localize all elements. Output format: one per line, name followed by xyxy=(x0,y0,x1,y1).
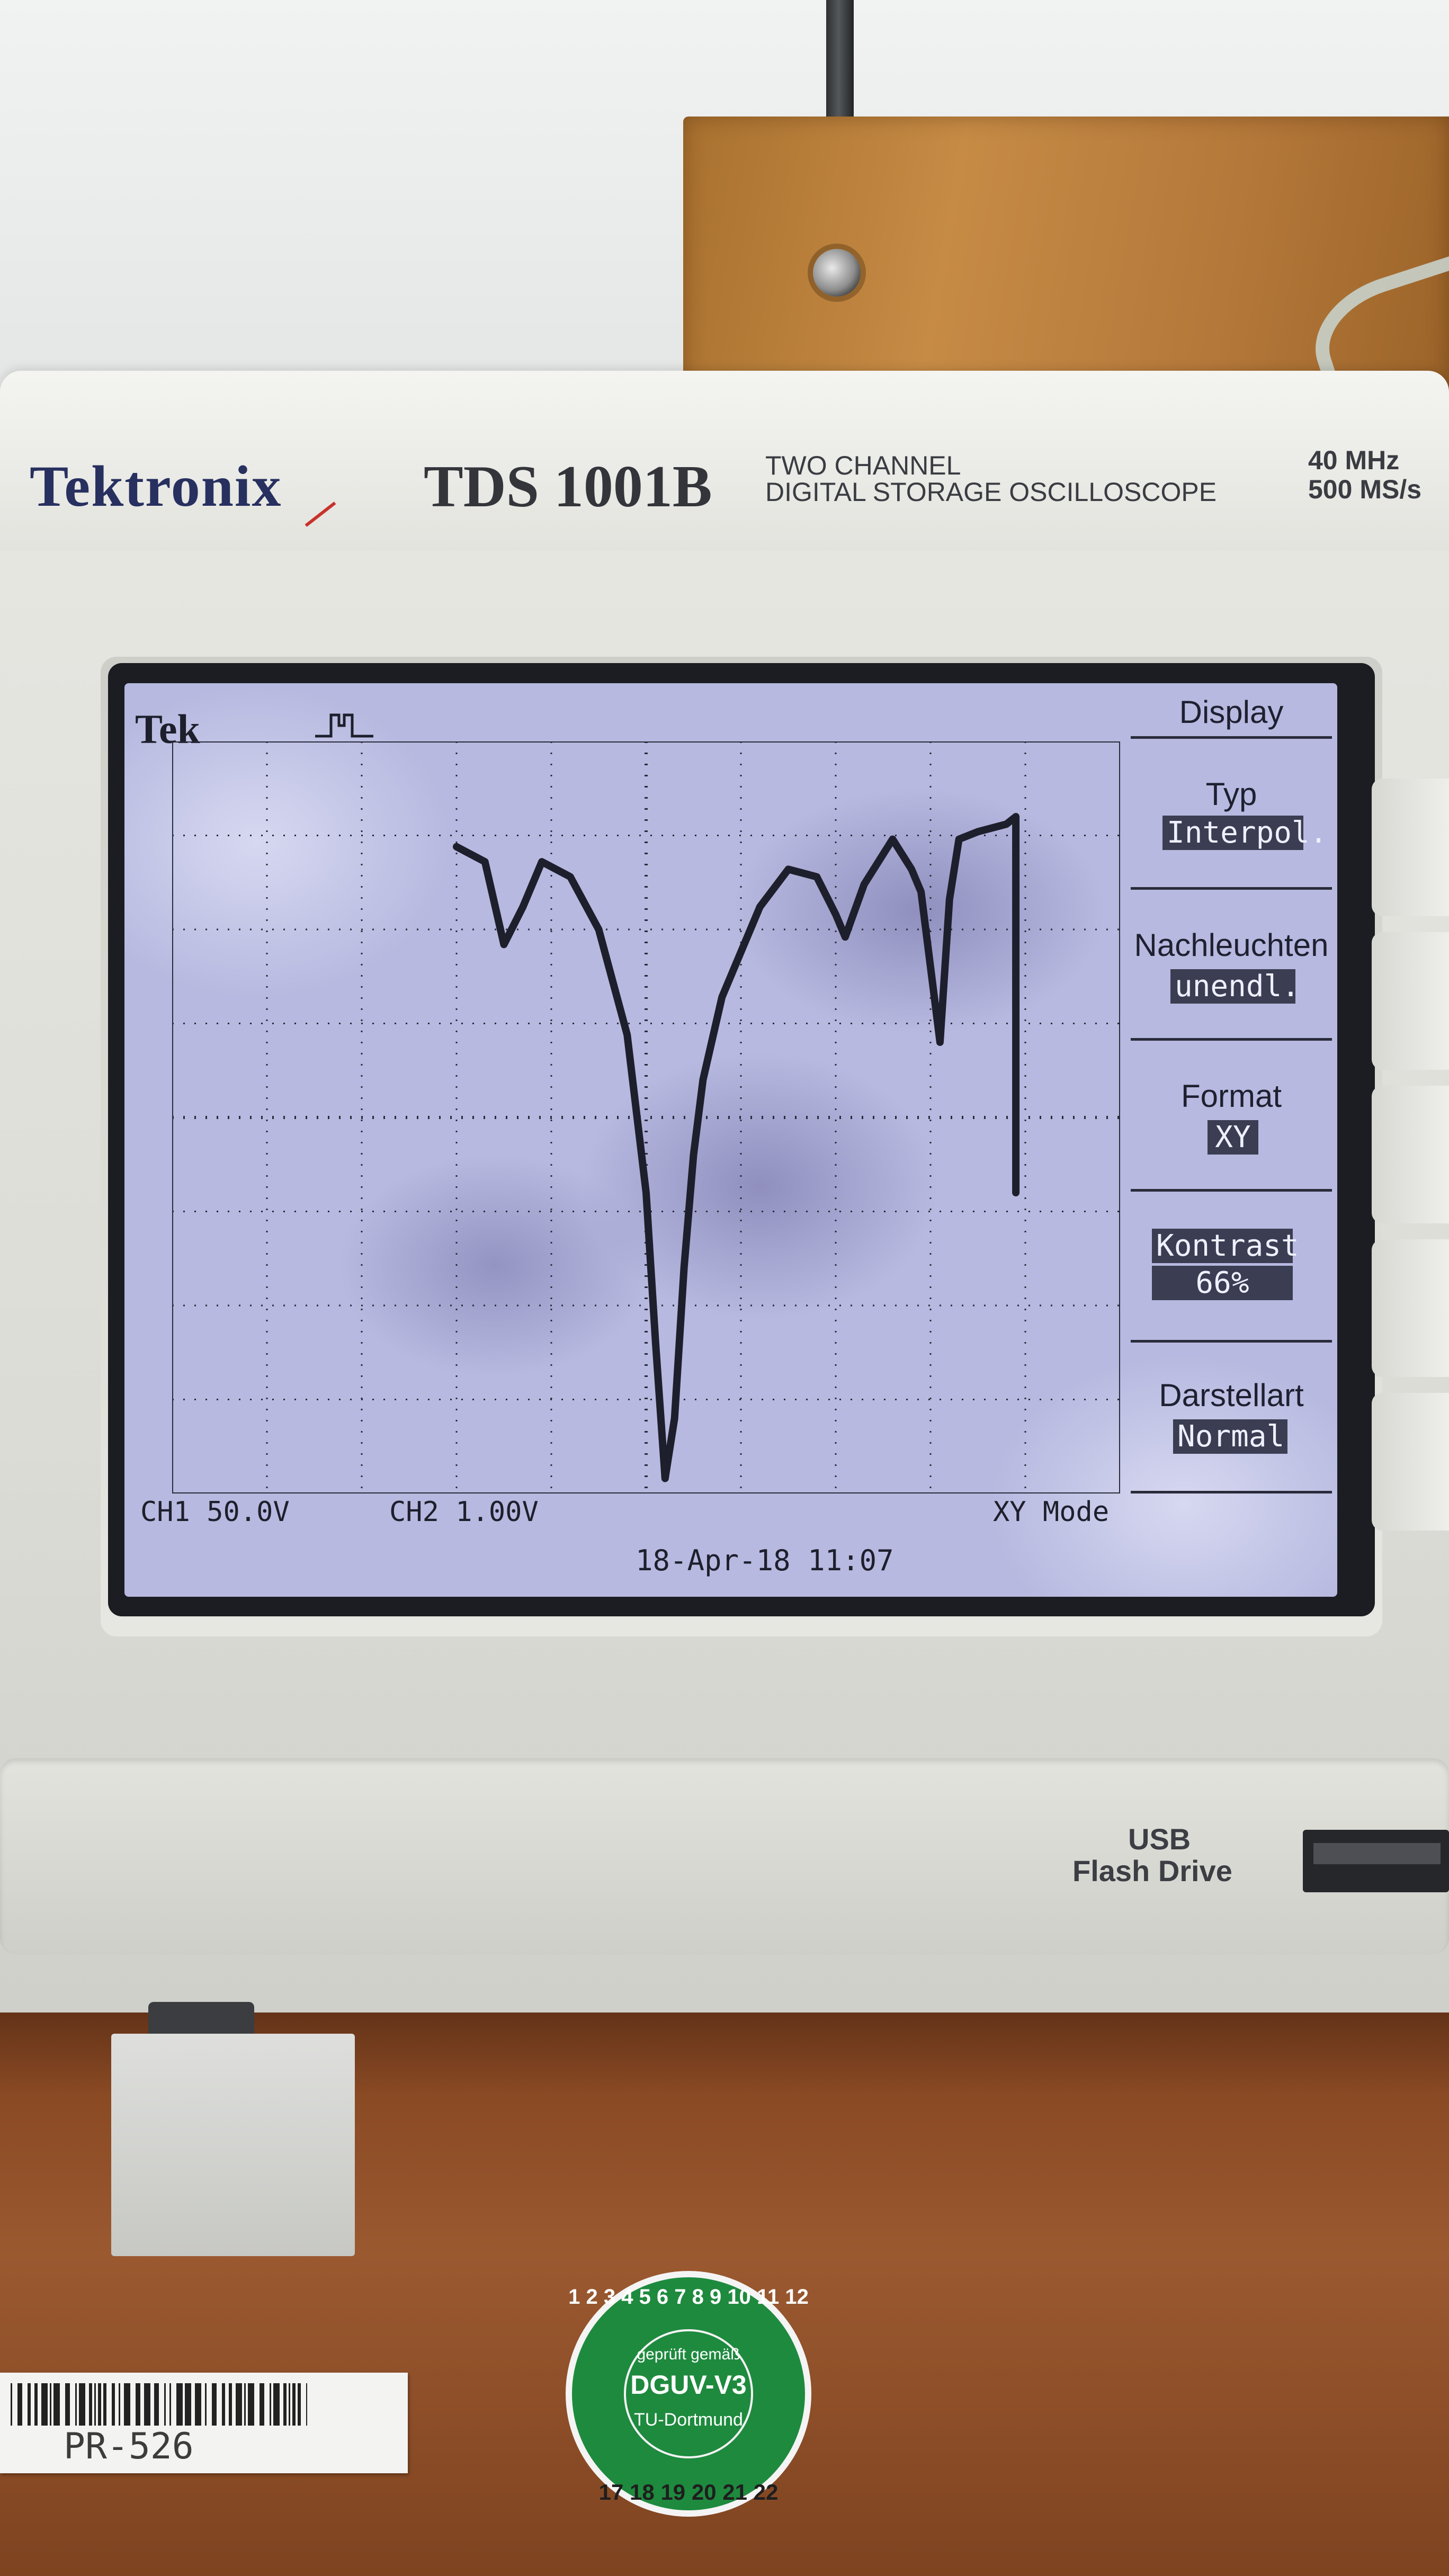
barcode-bar xyxy=(53,2383,60,2426)
barcode-bar xyxy=(154,2383,159,2426)
screen-logo: Tek xyxy=(135,706,200,752)
bolt xyxy=(813,249,861,297)
date-time: 18-Apr-18 11:07 xyxy=(636,1544,894,1577)
barcode-bar xyxy=(17,2383,22,2426)
barcode-bar xyxy=(34,2383,38,2426)
menu-button-1[interactable] xyxy=(1372,779,1449,916)
barcode-bar xyxy=(28,2383,31,2426)
seal-years: 17 18 19 20 21 22 xyxy=(599,2480,779,2505)
barcode-bar xyxy=(98,2383,101,2426)
usb-port-slot xyxy=(1313,1843,1441,1864)
barcode-bar xyxy=(260,2383,264,2426)
inspection-seal: geprüft gemäß DGUV-V3 TU-Dortmund 1 2 3 … xyxy=(566,2271,811,2517)
description-line-1: TWO CHANNEL xyxy=(765,451,961,480)
menu-label-typ: Typ xyxy=(1205,776,1257,812)
inventory-number: PR-526 xyxy=(64,2426,194,2467)
menu-button-5[interactable] xyxy=(1372,1393,1449,1531)
xy-trace xyxy=(453,813,1020,1482)
menu-value-typ[interactable]: Interpol. xyxy=(1162,816,1327,850)
barcode-bar xyxy=(205,2383,207,2426)
graticule xyxy=(172,741,1120,1493)
menu-divider xyxy=(1131,1340,1332,1343)
menu-value-kontrast[interactable]: 66% xyxy=(1152,1266,1293,1300)
menu-label-format: Format xyxy=(1180,1078,1282,1114)
usb-label-line-1: USB xyxy=(1128,1822,1191,1856)
barcode-bar xyxy=(65,2383,70,2426)
barcode-bar xyxy=(89,2383,92,2426)
barcode-bar xyxy=(222,2383,225,2426)
barcode-icon xyxy=(11,2383,307,2426)
menu-value-darstellart[interactable]: Normal xyxy=(1173,1419,1287,1454)
stand-foot xyxy=(111,2034,355,2256)
menu-value-format[interactable]: XY xyxy=(1208,1120,1258,1155)
barcode-bar xyxy=(298,2383,301,2426)
graticule-grid xyxy=(172,741,1120,1493)
seal-line-3: TU-Dortmund xyxy=(634,2410,743,2430)
barcode-bar xyxy=(169,2383,171,2426)
ch2-scale: CH2 1.00V xyxy=(389,1496,539,1528)
barcode-bar xyxy=(306,2383,307,2426)
barcode-bar xyxy=(41,2383,48,2426)
menu-divider xyxy=(1131,736,1332,739)
trigger-icon xyxy=(315,713,373,738)
menu-label-kontrast[interactable]: Kontrast xyxy=(1152,1229,1299,1263)
menu-divider xyxy=(1131,1038,1332,1041)
seal-line-2: DGUV-V3 xyxy=(630,2370,747,2400)
menu-title: Display xyxy=(1179,694,1284,730)
barcode-bar xyxy=(229,2383,232,2426)
ch1-scale: CH1 50.0V xyxy=(140,1496,290,1528)
usb-label-line-2: Flash Drive xyxy=(1072,1854,1232,1888)
barcode-bar xyxy=(11,2383,12,2426)
menu-divider xyxy=(1131,1189,1332,1192)
barcode-bar xyxy=(94,2383,96,2426)
oscilloscope-top-panel xyxy=(0,371,1449,561)
wooden-board xyxy=(683,117,1449,392)
menu-button-4[interactable] xyxy=(1372,1239,1449,1377)
barcode-bar xyxy=(164,2383,166,2426)
oscilloscope-screen: Tek CH1 50.0V CH2 1.00V XY Mode 18-Apr-1… xyxy=(124,683,1337,1597)
barcode-bar xyxy=(112,2383,115,2426)
barcode-bar xyxy=(248,2383,254,2426)
menu-button-2[interactable] xyxy=(1372,932,1449,1070)
menu-button-3[interactable] xyxy=(1372,1086,1449,1223)
barcode-bar xyxy=(176,2383,183,2426)
model-name: TDS 1001B xyxy=(424,454,712,520)
brand-logo: Tektronix xyxy=(30,454,282,518)
barcode-bar xyxy=(289,2383,290,2426)
barcode-bar xyxy=(195,2383,201,2426)
barcode-bar xyxy=(185,2383,191,2426)
barcode-bar xyxy=(124,2383,130,2426)
barcode-bar xyxy=(144,2383,150,2426)
seal-line-1: geprüft gemäß xyxy=(637,2346,740,2363)
menu-value-nachleuchten[interactable]: unendl. xyxy=(1170,969,1300,1004)
barcode-bar xyxy=(244,2383,246,2426)
spec-bandwidth: 40 MHz xyxy=(1308,445,1400,475)
barcode-bar xyxy=(273,2383,280,2426)
barcode-bar xyxy=(103,2383,106,2426)
xy-mode-indicator: XY Mode xyxy=(993,1496,1110,1528)
description-line-2: DIGITAL STORAGE OSCILLOSCOPE xyxy=(765,477,1217,507)
barcode-bar xyxy=(79,2383,85,2426)
menu-label-nachleuchten: Nachleuchten xyxy=(1134,927,1329,963)
barcode-bar xyxy=(236,2383,242,2426)
menu-divider xyxy=(1131,887,1332,890)
spec-sample-rate: 500 MS/s xyxy=(1308,475,1422,504)
barcode-bar xyxy=(270,2383,271,2426)
barcode-bar xyxy=(75,2383,77,2426)
menu-label-darstellart: Darstellart xyxy=(1159,1378,1304,1413)
barcode-bar xyxy=(50,2383,51,2426)
barcode-bar xyxy=(119,2383,120,2426)
barcode-bar xyxy=(136,2383,140,2426)
seal-numbers: 1 2 3 4 5 6 7 8 9 10 11 12 xyxy=(568,2285,809,2309)
menu-divider xyxy=(1131,1491,1332,1493)
barcode-bar xyxy=(292,2383,296,2426)
barcode-bar xyxy=(283,2383,287,2426)
graticule-border xyxy=(172,741,1120,1493)
barcode-bar xyxy=(212,2383,217,2426)
lower-front-panel xyxy=(0,1758,1449,1954)
